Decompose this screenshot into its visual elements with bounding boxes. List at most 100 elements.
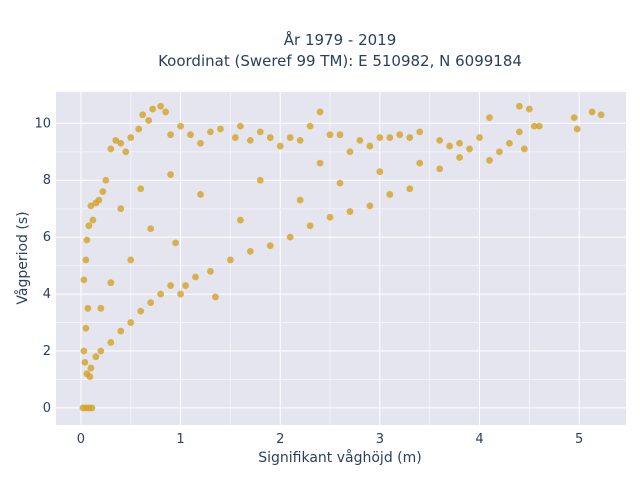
data-point — [515, 102, 523, 110]
y-tick-label: 0 — [43, 401, 51, 416]
data-point — [376, 134, 384, 141]
y-tick-label: 6 — [43, 230, 51, 245]
data-point — [97, 347, 105, 355]
data-point — [80, 347, 88, 355]
x-tick-label: 2 — [276, 432, 284, 447]
data-point — [286, 233, 294, 241]
chart-title-line-2: Koordinat (Sweref 99 TM): E 510982, N 60… — [158, 52, 522, 70]
data-point — [87, 202, 95, 210]
data-point — [87, 364, 95, 372]
data-point — [149, 105, 157, 113]
data-point — [366, 202, 374, 210]
data-point — [167, 282, 174, 289]
data-point — [192, 273, 199, 281]
y-tick-label: 10 — [34, 116, 51, 131]
data-point — [588, 108, 596, 116]
x-tick-label: 0 — [77, 432, 85, 447]
data-point — [82, 256, 90, 264]
data-point — [83, 236, 91, 244]
data-point — [187, 131, 194, 139]
data-point — [172, 239, 179, 247]
data-point — [570, 114, 578, 122]
y-axis-label: Vågperiod (s) — [14, 211, 31, 304]
data-point — [466, 145, 473, 153]
data-point — [236, 122, 244, 130]
data-point — [506, 139, 513, 147]
data-point — [82, 324, 90, 332]
data-point — [81, 358, 89, 366]
data-point — [157, 102, 165, 110]
data-point — [446, 142, 454, 150]
data-point — [207, 128, 214, 136]
data-point — [127, 319, 135, 326]
data-point — [525, 105, 533, 113]
data-point — [95, 196, 103, 204]
data-point — [386, 134, 394, 141]
data-point — [296, 136, 304, 144]
data-point — [597, 111, 605, 119]
data-point — [112, 136, 120, 144]
data-point — [486, 156, 493, 164]
data-point — [535, 122, 543, 130]
data-point — [456, 139, 463, 147]
data-point — [177, 290, 184, 298]
y-tick-label: 4 — [43, 287, 51, 302]
plot-area — [56, 92, 626, 425]
data-point — [520, 145, 528, 153]
data-point — [296, 196, 304, 204]
data-point — [306, 222, 314, 230]
data-point — [286, 134, 294, 141]
data-point — [137, 307, 145, 315]
data-point — [573, 125, 581, 133]
data-point — [107, 339, 115, 346]
x-axis-label: Signifikant våghöjd (m) — [258, 449, 421, 466]
data-point — [80, 276, 88, 284]
data-point — [217, 125, 224, 133]
data-point — [162, 108, 170, 116]
data-point — [137, 185, 145, 193]
data-point — [356, 136, 364, 144]
grid-lines — [56, 92, 626, 425]
data-point — [406, 134, 414, 141]
data-point — [127, 256, 135, 264]
data-point — [236, 216, 244, 224]
data-point — [177, 122, 184, 130]
data-points — [79, 102, 605, 412]
data-point — [416, 128, 424, 136]
y-axis-ticks: 0 2 4 6 8 10 — [34, 116, 51, 416]
data-point — [266, 242, 274, 250]
data-point — [86, 373, 94, 381]
data-point — [276, 142, 284, 150]
data-point — [117, 139, 125, 147]
data-point — [231, 134, 239, 141]
data-point — [326, 131, 334, 139]
data-point — [122, 148, 130, 156]
data-point — [256, 128, 264, 136]
data-point — [326, 213, 334, 221]
data-point — [346, 208, 354, 215]
data-point — [515, 128, 523, 136]
data-point — [117, 327, 125, 335]
data-point — [147, 299, 155, 307]
data-point — [139, 111, 147, 119]
data-point — [406, 185, 414, 193]
data-point — [386, 191, 394, 198]
chart-title-line-1: År 1979 - 2019 — [284, 30, 397, 49]
y-tick-label: 8 — [43, 173, 51, 188]
data-point — [107, 279, 115, 287]
x-tick-label: 3 — [376, 432, 384, 447]
data-point — [436, 165, 444, 173]
data-point — [456, 154, 463, 161]
data-point — [256, 176, 264, 184]
data-point — [530, 122, 538, 130]
data-point — [85, 222, 93, 230]
x-tick-label: 1 — [176, 432, 184, 447]
data-point — [84, 304, 92, 312]
data-point — [266, 134, 274, 141]
data-point — [145, 117, 153, 124]
data-point — [207, 267, 214, 275]
data-point — [246, 247, 254, 255]
data-point — [396, 131, 404, 139]
data-point — [147, 225, 155, 233]
